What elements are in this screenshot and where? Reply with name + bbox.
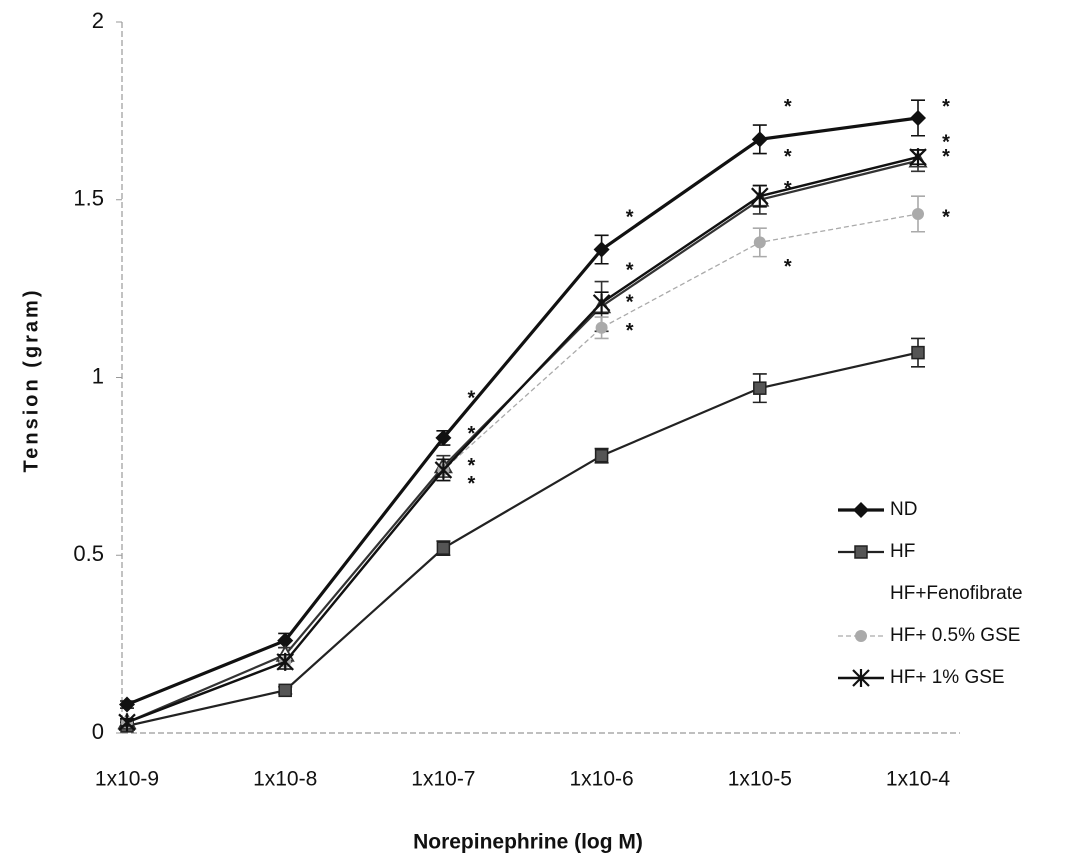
annotation: * — [468, 455, 476, 477]
y-tick-label: 2 — [92, 8, 104, 33]
marker — [435, 429, 452, 446]
marker — [852, 669, 870, 687]
y-tick-label: 0 — [92, 719, 104, 744]
series-line — [126, 351, 919, 727]
legend-label: HF — [890, 541, 915, 562]
annotation: * — [784, 178, 792, 200]
marker — [751, 187, 769, 206]
marker — [855, 630, 867, 642]
marker — [853, 502, 869, 518]
marker — [911, 345, 925, 360]
marker — [595, 321, 608, 334]
marker — [276, 652, 294, 671]
marker — [278, 683, 292, 698]
marker — [118, 713, 136, 732]
legend: ND HF HF+Fenofibrate HF+ 0.5% GSE HF+ 1% GSE — [838, 499, 1023, 688]
y-axis-label: Tension (gram) — [20, 288, 42, 473]
x-tick-label: 1x10-7 — [411, 768, 475, 791]
x-tick-label: 1x10-5 — [728, 768, 792, 791]
annotation: * — [784, 146, 792, 168]
series-line — [126, 155, 919, 724]
annotation: * — [784, 96, 792, 118]
marker — [592, 293, 611, 312]
series-line — [126, 159, 919, 724]
legend-label: ND — [890, 499, 917, 520]
legend-label: HF+ 1% GSE — [890, 667, 1005, 688]
annotation: * — [626, 320, 634, 342]
marker — [434, 460, 453, 479]
series-line — [126, 213, 919, 723]
annotation: * — [468, 423, 476, 445]
series-line — [126, 116, 919, 707]
legend-label: HF+Fenofibrate — [890, 583, 1023, 604]
x-tick-label: 1x10-8 — [253, 768, 317, 791]
marker — [119, 696, 135, 713]
marker — [909, 148, 927, 167]
marker — [753, 236, 766, 249]
y-tick-label: 0.5 — [73, 541, 104, 566]
x-tick-label: 1x10-6 — [569, 768, 633, 791]
annotation: * — [784, 256, 792, 278]
x-tick-label: 1x10-4 — [886, 768, 951, 791]
marker — [593, 241, 610, 258]
annotation: * — [942, 96, 950, 118]
marker — [436, 541, 451, 555]
annotation: * — [942, 206, 950, 228]
annotation: * — [468, 388, 476, 410]
marker — [854, 545, 868, 559]
marker — [277, 632, 294, 649]
annotation: * — [626, 292, 634, 314]
annotation: * — [626, 206, 634, 228]
annotation: * — [942, 132, 950, 154]
marker — [912, 207, 924, 220]
legend-label: HF+ 0.5% GSE — [890, 625, 1020, 646]
marker — [751, 131, 768, 148]
y-tick-label: 1.5 — [73, 186, 104, 211]
annotation: * — [626, 260, 634, 282]
annotation: * — [942, 146, 950, 168]
marker — [910, 109, 926, 126]
marker — [594, 448, 609, 463]
x-axis-label: Norepinephrine (log M) — [413, 831, 643, 854]
marker — [753, 381, 767, 395]
y-tick-label: 1 — [92, 363, 104, 388]
x-tick-label: 1x10-9 — [95, 768, 159, 791]
annotation: * — [468, 473, 476, 495]
